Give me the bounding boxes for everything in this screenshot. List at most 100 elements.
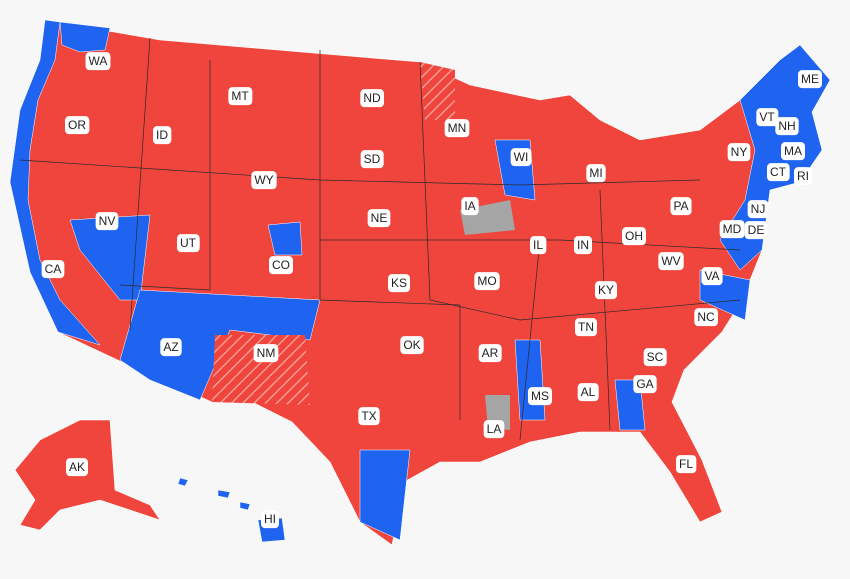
label-box xyxy=(643,348,667,367)
label-box xyxy=(153,126,172,145)
state-label: SD xyxy=(364,152,381,166)
label-box xyxy=(251,171,277,190)
district-wa xyxy=(59,21,111,53)
label-box xyxy=(478,344,502,363)
state-label: NJ xyxy=(751,202,766,216)
state-label: CT xyxy=(770,165,787,179)
district-nm-hatched xyxy=(212,335,310,405)
state-label: OH xyxy=(625,229,643,243)
state-borders xyxy=(320,239,741,251)
label-box xyxy=(798,70,822,89)
label-box xyxy=(65,116,90,135)
state-label: CO xyxy=(272,258,290,272)
label-box xyxy=(360,150,384,169)
label-box xyxy=(670,197,692,216)
state-borders xyxy=(519,239,541,441)
state-label: ME xyxy=(801,72,819,86)
district-mn-hatched xyxy=(420,62,455,120)
state-label: PA xyxy=(673,199,688,213)
state-label: SC xyxy=(647,350,664,364)
label-box xyxy=(694,308,718,327)
state-label: VA xyxy=(704,269,719,283)
state-label: AR xyxy=(482,346,499,360)
label-box xyxy=(622,227,646,246)
state-label: MI xyxy=(589,166,602,180)
label-box xyxy=(781,142,805,161)
label-box xyxy=(483,420,505,439)
label-box xyxy=(574,236,592,255)
state-borders xyxy=(319,50,461,420)
state-label: ND xyxy=(363,91,381,105)
state-label: VT xyxy=(759,110,775,124)
label-box xyxy=(594,281,618,300)
island xyxy=(177,477,189,487)
state-label: KY xyxy=(598,283,614,297)
label-box xyxy=(747,200,769,219)
state-borders xyxy=(419,61,741,321)
state-label: HI xyxy=(264,512,276,526)
label-box xyxy=(775,117,799,136)
state-label: OR xyxy=(68,118,86,132)
label-box xyxy=(177,234,200,253)
label-box xyxy=(367,209,391,228)
district-ms xyxy=(514,339,546,421)
label-box xyxy=(400,336,424,355)
label-box xyxy=(719,220,745,239)
state-borders xyxy=(599,189,611,431)
state-label: MD xyxy=(723,222,742,236)
state-label: MS xyxy=(531,389,549,403)
label-box xyxy=(85,52,111,71)
state-label: CA xyxy=(45,262,62,276)
state-label: ID xyxy=(156,128,168,142)
state-label: GA xyxy=(636,377,653,391)
state-label: AL xyxy=(581,385,596,399)
hawaii xyxy=(177,477,286,543)
state-label: TN xyxy=(578,320,594,334)
label-box xyxy=(727,143,751,162)
label-box xyxy=(744,221,768,240)
label-box xyxy=(756,108,779,127)
state-label: LA xyxy=(487,422,502,436)
label-box xyxy=(675,455,697,474)
state-label: WV xyxy=(661,254,680,268)
label-box xyxy=(95,212,119,231)
label-box xyxy=(444,119,470,138)
district-nv xyxy=(69,214,151,301)
label-box xyxy=(794,167,812,186)
state-label: NH xyxy=(778,119,795,133)
state-label: NV xyxy=(99,214,116,228)
label-box xyxy=(528,387,552,406)
state-label: IA xyxy=(464,199,475,213)
label-box xyxy=(253,344,279,363)
island xyxy=(239,501,251,511)
state-label: RI xyxy=(797,169,809,183)
label-box xyxy=(577,383,599,402)
state-label: MO xyxy=(477,274,496,288)
label-box xyxy=(261,510,279,529)
state-label: IN xyxy=(577,238,589,252)
alaska xyxy=(14,419,161,531)
label-box xyxy=(575,318,597,337)
label-box xyxy=(358,407,380,426)
district-co xyxy=(267,221,303,256)
state-label: TX xyxy=(361,409,376,423)
label-box xyxy=(510,148,532,167)
contiguous-us xyxy=(9,19,831,546)
district-west-coast xyxy=(9,19,101,346)
state-label: OK xyxy=(403,338,420,352)
state-label: UT xyxy=(180,236,197,250)
state-label: IL xyxy=(533,238,543,252)
label-box xyxy=(767,163,790,182)
state-borders xyxy=(119,60,211,291)
island xyxy=(217,489,231,499)
state-label: MA xyxy=(784,144,802,158)
land xyxy=(14,419,161,531)
state-label: NC xyxy=(697,310,715,324)
state-label: FL xyxy=(679,457,693,471)
state-label: NE xyxy=(371,211,388,225)
label-box xyxy=(65,458,89,477)
label-box xyxy=(474,272,500,291)
state-label: MT xyxy=(231,89,249,103)
